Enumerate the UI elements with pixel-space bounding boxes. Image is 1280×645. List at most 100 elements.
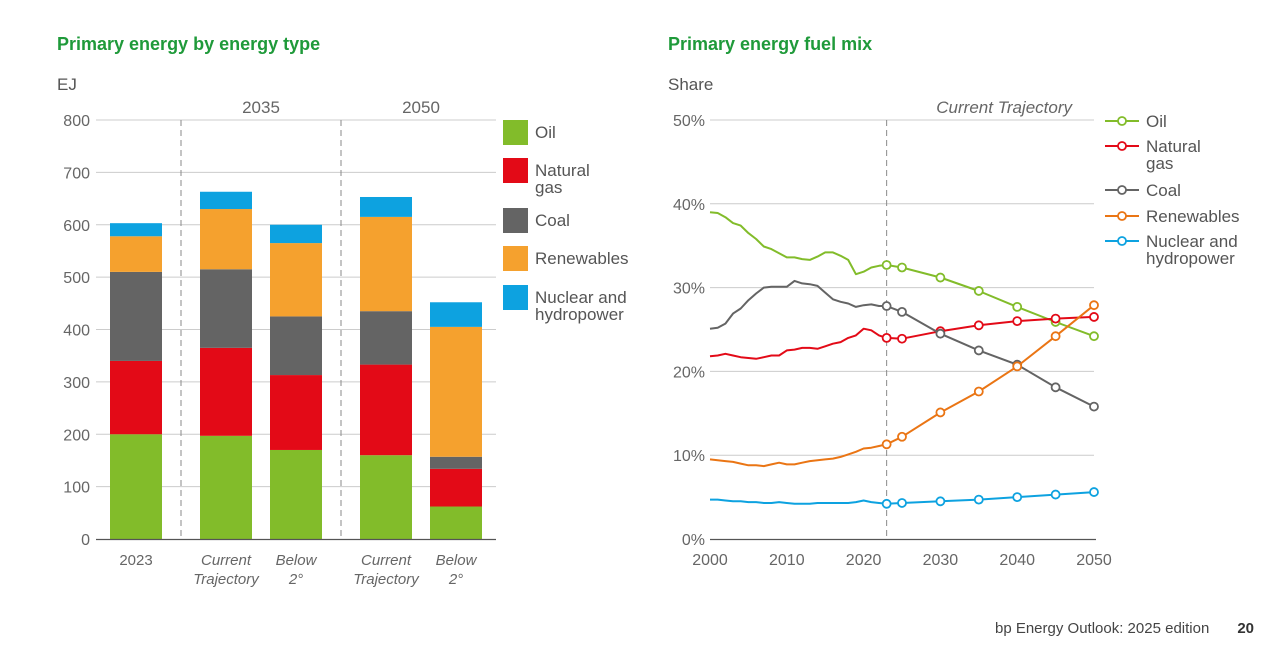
page-number: 20 bbox=[1237, 620, 1254, 637]
legend-marker-natural-gas bbox=[1117, 141, 1127, 151]
marker-oil-2035 bbox=[973, 286, 984, 296]
legend-swatch-natural-gas bbox=[503, 158, 528, 183]
legend-label-renewables: Renewables bbox=[1146, 207, 1240, 226]
marker-natural-gas-2025 bbox=[897, 333, 907, 344]
right-y-tick-label: 0% bbox=[682, 532, 705, 549]
bar-segment-coal-1 bbox=[110, 271, 162, 361]
marker-coal-2030 bbox=[935, 328, 946, 339]
bar-segment-oil-3 bbox=[270, 449, 322, 539]
legend-label-coal: Coal bbox=[1146, 181, 1181, 200]
marker-oil-2030 bbox=[935, 272, 946, 283]
bar-segment-natural-gas-4 bbox=[360, 364, 412, 456]
marker-renewables-2040 bbox=[1012, 361, 1023, 372]
bar-segment-coal-4 bbox=[360, 311, 412, 365]
line-history-renewables bbox=[709, 443, 887, 468]
category-label-line1: Current bbox=[201, 552, 252, 569]
right-x-tick-label: 2000 bbox=[692, 552, 728, 569]
marker-renewables-2035 bbox=[973, 386, 984, 397]
right-legend: Oil Natural gas Coal Renewables Nuclear and hy… bbox=[1105, 112, 1240, 268]
left-y-tick-label: 200 bbox=[63, 427, 90, 444]
bar-segment-renewables-3 bbox=[270, 243, 322, 317]
marker-renewables-2030 bbox=[935, 407, 946, 418]
bar-segment-renewables-4 bbox=[360, 216, 412, 312]
right-y-ticks: 0% 10% 20% 30% 40% 50% bbox=[673, 113, 705, 549]
right-x-tick-label: 2020 bbox=[846, 552, 882, 569]
right-chart-title: Primary energy fuel mix bbox=[668, 34, 872, 54]
marker-renewables-2045 bbox=[1050, 331, 1061, 342]
marker-coal-2023 bbox=[881, 301, 892, 311]
bar-segment-oil-2 bbox=[200, 435, 252, 539]
left-y-ticks: 0 100 200 300 400 500 600 700 800 bbox=[63, 113, 90, 549]
marker-coal-2045 bbox=[1050, 382, 1061, 393]
bar-segment-coal-2 bbox=[200, 269, 252, 348]
marker-oil-2025 bbox=[897, 262, 907, 273]
marker-coal-2035 bbox=[973, 345, 984, 356]
category-label-line1: Current bbox=[361, 552, 412, 569]
legend-swatch-renewables bbox=[503, 246, 528, 271]
bar-segment-renewables-5 bbox=[430, 326, 482, 457]
group-label-2050: 2050 bbox=[402, 98, 440, 117]
bar-segment-oil-5 bbox=[430, 506, 482, 539]
category-label-line1: Below bbox=[436, 552, 478, 569]
line-history-nuclear-and-hydropower bbox=[710, 498, 887, 505]
line-history-coal bbox=[709, 279, 887, 330]
bar-segment-oil-4 bbox=[360, 455, 412, 539]
right-y-tick-label: 20% bbox=[673, 364, 705, 381]
legend-label-oil: Oil bbox=[1146, 112, 1167, 131]
bar-segment-nuclear-and-hydropower-4 bbox=[360, 196, 412, 217]
legend-swatch-coal bbox=[503, 208, 528, 233]
right-x-tick-label: 2010 bbox=[769, 552, 805, 569]
bar-segment-renewables-1 bbox=[110, 236, 162, 272]
category-label: 2023 bbox=[119, 552, 152, 569]
marker-nuclear-and-hydropower-2050 bbox=[1089, 487, 1099, 497]
right-y-tick-label: 40% bbox=[673, 197, 705, 214]
left-bars bbox=[110, 191, 482, 539]
right-series-lines bbox=[709, 211, 1099, 509]
right-y-tick-label: 50% bbox=[673, 113, 705, 130]
marker-oil-2040 bbox=[1012, 301, 1023, 312]
line-projection-coal bbox=[886, 305, 1095, 408]
current-trajectory-annotation: Current Trajectory bbox=[936, 98, 1073, 117]
footer: bp Energy Outlook: 2025 edition 20 bbox=[995, 620, 1254, 637]
legend-marker-oil bbox=[1117, 116, 1127, 126]
legend-marker-nuclear-and-hydropower bbox=[1117, 236, 1127, 246]
marker-coal-2050 bbox=[1089, 401, 1099, 412]
marker-nuclear-and-hydropower-2035 bbox=[973, 494, 984, 505]
left-y-tick-label: 500 bbox=[63, 270, 90, 287]
legend-label-natural-gas: Natural gas bbox=[1146, 137, 1201, 173]
left-category-labels: 2023 Current Trajectory Below 2° Current Traje… bbox=[119, 552, 477, 588]
line-projection-oil bbox=[886, 264, 1095, 338]
bar-segment-nuclear-and-hydropower-5 bbox=[430, 302, 482, 327]
marker-natural-gas-2023 bbox=[881, 332, 892, 343]
marker-oil-2050 bbox=[1089, 331, 1099, 342]
legend-label-nuclear-and-hydropower: Nuclear and hydropower bbox=[1146, 232, 1238, 268]
right-x-tick-label: 2030 bbox=[923, 552, 959, 569]
legend-label-nuclear-and-hydropower: Nuclear and hydropower bbox=[535, 288, 627, 324]
footer-text: bp Energy Outlook: 2025 edition bbox=[994, 620, 1210, 637]
bar-segment-natural-gas-1 bbox=[110, 360, 162, 435]
marker-renewables-2023 bbox=[881, 439, 892, 450]
legend-swatch-nuclear-and-hydropower bbox=[503, 285, 528, 310]
marker-natural-gas-2050 bbox=[1089, 312, 1099, 322]
marker-oil-2023 bbox=[881, 260, 892, 270]
left-chart-unit: EJ bbox=[57, 75, 77, 94]
right-x-tick-label: 2040 bbox=[999, 552, 1035, 569]
marker-nuclear-and-hydropower-2040 bbox=[1012, 492, 1023, 503]
right-x-tick-label: 2050 bbox=[1076, 552, 1112, 569]
left-y-tick-label: 0 bbox=[81, 532, 90, 549]
bar-segment-renewables-2 bbox=[200, 209, 252, 270]
legend-label-renewables: Renewables bbox=[535, 249, 629, 268]
marker-natural-gas-2040 bbox=[1012, 316, 1023, 327]
right-chart-unit: Share bbox=[668, 75, 713, 94]
bar-segment-coal-5 bbox=[430, 456, 482, 469]
left-y-tick-label: 100 bbox=[63, 480, 90, 497]
left-chart-title: Primary energy by energy type bbox=[57, 34, 320, 54]
marker-renewables-2025 bbox=[897, 431, 907, 442]
line-history-oil bbox=[709, 211, 887, 276]
marker-natural-gas-2035 bbox=[973, 320, 984, 331]
legend-label-coal: Coal bbox=[535, 211, 570, 230]
marker-nuclear-and-hydropower-2023 bbox=[881, 498, 892, 509]
legend-label-oil: Oil bbox=[535, 123, 556, 142]
bar-segment-oil-1 bbox=[110, 434, 162, 539]
